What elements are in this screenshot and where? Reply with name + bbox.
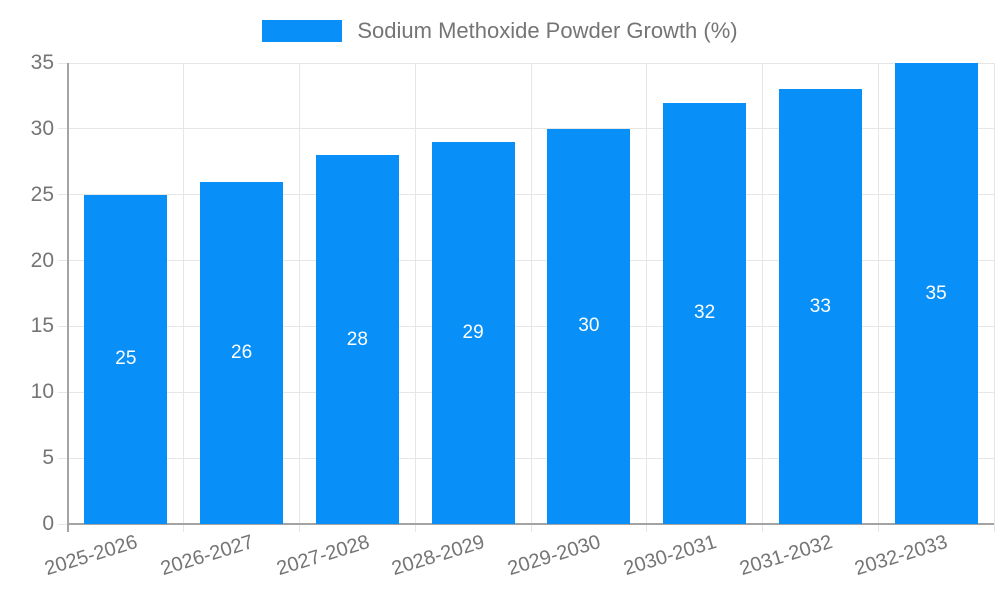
bar-value-label: 32 [694, 302, 716, 324]
y-axis-tick-label: 20 [30, 248, 54, 272]
gridline-vertical [993, 63, 995, 524]
gridline-vertical [646, 63, 648, 524]
bar-2031-2032[interactable] [778, 89, 862, 524]
y-axis-tick [58, 194, 68, 196]
bar-value-label: 33 [809, 295, 831, 317]
x-axis-tick [993, 524, 995, 532]
gridline-vertical [299, 63, 300, 524]
y-axis-tick [58, 128, 68, 130]
legend[interactable]: Sodium Methoxide Powder Growth (%) [0, 18, 1000, 44]
x-axis-category-label: 2028-2029 [389, 531, 488, 581]
y-axis-tick [58, 62, 68, 64]
x-axis-category-label: 2026-2027 [158, 531, 257, 581]
legend-label: Sodium Methoxide Powder Growth (%) [357, 18, 738, 43]
y-axis-tick [58, 260, 68, 262]
x-axis-line [67, 523, 994, 525]
bar-2029-2030[interactable] [547, 128, 631, 524]
x-axis-tick [183, 524, 185, 532]
y-axis-tick-label: 35 [30, 51, 54, 74]
bar-2027-2028[interactable] [315, 155, 399, 524]
bar-value-label: 29 [462, 322, 484, 343]
gridline-vertical [762, 63, 763, 524]
gridline-vertical [877, 63, 879, 524]
bar-value-label: 30 [578, 315, 600, 337]
x-axis-category-label: 2030-2031 [621, 531, 720, 581]
x-axis-category-label: 2032-2033 [852, 531, 951, 581]
x-axis-tick [414, 524, 416, 532]
x-axis-category-label: 2027-2028 [273, 531, 372, 581]
gridline-vertical [414, 63, 416, 524]
bar-2032-2033[interactable] [894, 63, 978, 524]
y-axis-tick-label: 25 [30, 182, 54, 206]
x-axis-tick [530, 524, 532, 532]
bar-value-label: 26 [231, 341, 253, 363]
bar-2028-2029[interactable] [431, 142, 515, 524]
y-axis-tick [58, 457, 68, 459]
bar-value-label: 35 [925, 282, 947, 304]
y-axis-tick [58, 523, 68, 525]
y-axis-line [67, 63, 69, 532]
y-axis-tick [58, 391, 68, 393]
y-axis-tick [58, 325, 68, 327]
x-axis-tick [762, 524, 763, 532]
gridline-vertical [183, 63, 185, 524]
bar-2030-2031[interactable] [663, 102, 747, 524]
y-axis-tick-label: 15 [30, 314, 54, 338]
legend-swatch-icon [262, 20, 343, 42]
x-axis-tick [646, 524, 648, 532]
x-axis-category-label: 2031-2032 [736, 531, 835, 581]
x-axis-category-label: 2029-2030 [505, 531, 604, 581]
gridline-vertical [530, 63, 532, 524]
bar-2025-2026[interactable] [84, 194, 168, 524]
bar-2026-2027[interactable] [200, 181, 284, 524]
y-axis-tick-label: 5 [42, 446, 54, 470]
y-axis-tick-label: 30 [30, 116, 54, 140]
bar-value-label: 28 [346, 328, 368, 350]
bar-value-label: 25 [115, 348, 137, 370]
y-axis-tick-label: 10 [30, 380, 54, 404]
x-axis-tick [877, 524, 879, 532]
x-axis-tick [299, 524, 300, 532]
y-axis-tick-label: 0 [42, 512, 54, 535]
x-axis-category-label: 2025-2026 [42, 531, 141, 581]
